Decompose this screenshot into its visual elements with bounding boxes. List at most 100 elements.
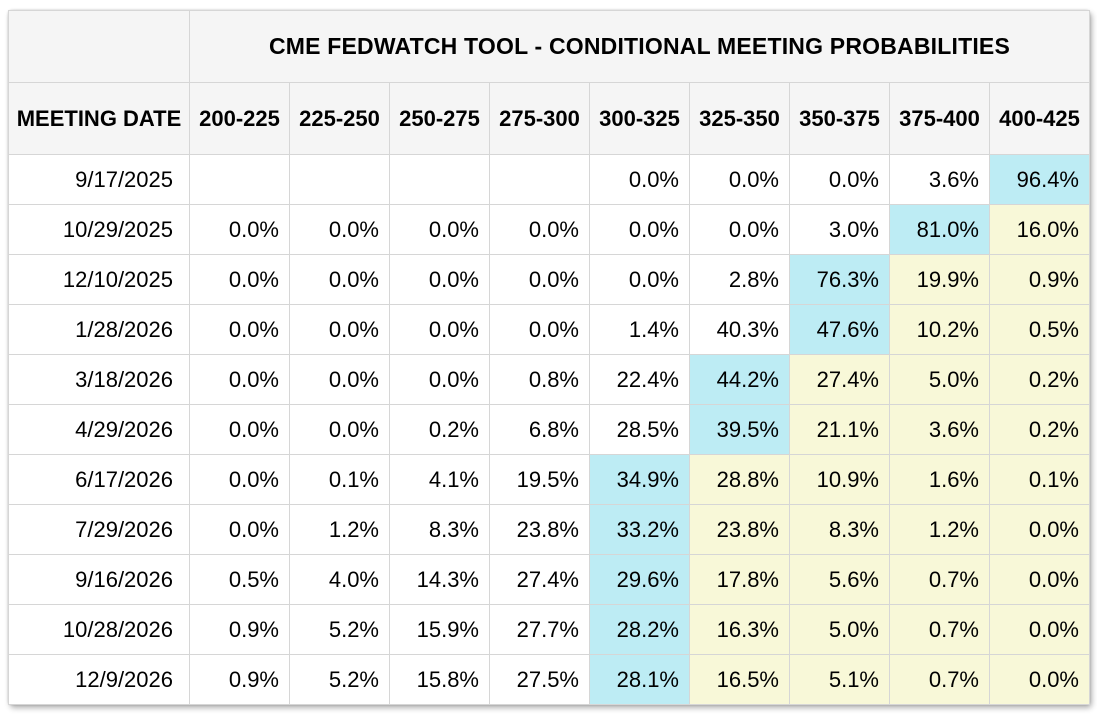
table-row: 10/28/2026 0.9% 5.2% 15.9% 27.7% 28.2% 16.3% 5.… [8, 604, 1090, 655]
probability-cell: 34.9% [589, 454, 690, 505]
table-row: 7/29/2026 0.0% 1.2% 8.3% 23.8% 33.2% 23.8% 8.3%… [8, 504, 1090, 555]
probability-cell: 19.5% [489, 454, 590, 505]
probability-cell [489, 154, 590, 205]
meeting-date-cell: 12/9/2026 [8, 654, 190, 705]
probability-cell: 0.7% [889, 604, 990, 655]
probability-cell: 0.0% [489, 204, 590, 255]
meeting-date-cell: 9/16/2026 [8, 554, 190, 605]
probability-cell: 0.0% [189, 504, 290, 555]
probability-cell: 0.0% [289, 404, 390, 455]
table-row: 4/29/2026 0.0% 0.0% 0.2% 6.8% 28.5% 39.5% 21.1%… [8, 404, 1090, 455]
probability-cell: 0.0% [289, 254, 390, 305]
probability-cell: 28.5% [589, 404, 690, 455]
table-row: 1/28/2026 0.0% 0.0% 0.0% 0.0% 1.4% 40.3% 47.6% 1… [8, 304, 1090, 355]
probability-cell: 3.0% [789, 204, 890, 255]
probability-cell: 0.0% [389, 354, 490, 405]
probability-cell: 0.0% [489, 304, 590, 355]
probability-cell: 28.2% [589, 604, 690, 655]
probability-cell: 22.4% [589, 354, 690, 405]
probability-cell: 0.0% [689, 154, 790, 205]
probability-cell: 0.0% [389, 254, 490, 305]
probability-cell: 0.0% [589, 254, 690, 305]
meeting-date-cell: 6/17/2026 [8, 454, 190, 505]
probability-cell: 17.8% [689, 554, 790, 605]
probability-cell: 0.0% [589, 204, 690, 255]
probability-cell: 0.0% [489, 254, 590, 305]
rate-column-header: 275-300 [489, 82, 590, 155]
probability-cell: 29.6% [589, 554, 690, 605]
probability-cell: 0.2% [989, 354, 1090, 405]
probability-cell: 0.1% [289, 454, 390, 505]
probability-cell: 1.6% [889, 454, 990, 505]
probability-cell: 16.5% [689, 654, 790, 705]
probability-cell: 10.9% [789, 454, 890, 505]
probability-cell: 27.7% [489, 604, 590, 655]
probability-cell: 0.0% [189, 204, 290, 255]
table-row: 3/18/2026 0.0% 0.0% 0.0% 0.8% 22.4% 44.2% 27.4%… [8, 354, 1090, 405]
table-row: 6/17/2026 0.0% 0.1% 4.1% 19.5% 34.9% 28.8% 10.9… [8, 454, 1090, 505]
probability-cell: 1.2% [889, 504, 990, 555]
probability-cell: 3.6% [889, 404, 990, 455]
probability-cell: 0.0% [289, 354, 390, 405]
probability-cell: 5.0% [889, 354, 990, 405]
probability-cell: 0.0% [989, 604, 1090, 655]
probability-cell: 0.0% [989, 504, 1090, 555]
probability-cell: 0.8% [489, 354, 590, 405]
rate-column-header: 325-350 [689, 82, 790, 155]
probability-cell: 27.4% [489, 554, 590, 605]
corner-cell [8, 10, 190, 83]
probability-cell: 0.9% [189, 654, 290, 705]
table-row: 9/16/2026 0.5% 4.0% 14.3% 27.4% 29.6% 17.8% 5.6… [8, 554, 1090, 605]
probability-cell: 4.0% [289, 554, 390, 605]
meeting-date-cell: 4/29/2026 [8, 404, 190, 455]
probability-cell: 15.9% [389, 604, 490, 655]
meeting-date-cell: 1/28/2026 [8, 304, 190, 355]
probability-cell: 4.1% [389, 454, 490, 505]
meeting-date-header: MEETING DATE [8, 82, 190, 155]
probability-cell: 0.5% [989, 304, 1090, 355]
probability-cell: 0.9% [989, 254, 1090, 305]
meeting-date-cell: 3/18/2026 [8, 354, 190, 405]
probability-cell: 14.3% [389, 554, 490, 605]
probability-cell: 0.0% [189, 354, 290, 405]
probability-cell: 0.1% [989, 454, 1090, 505]
probability-cell: 39.5% [689, 404, 790, 455]
probability-cell: 28.8% [689, 454, 790, 505]
probability-cell [189, 154, 290, 205]
probability-cell: 5.1% [789, 654, 890, 705]
probability-cell: 19.9% [889, 254, 990, 305]
table-row: 9/17/2025 0.0% 0.0% 0.0% 3.6% 96.4% [8, 154, 1090, 205]
probability-cell: 81.0% [889, 204, 990, 255]
meeting-date-cell: 10/29/2025 [8, 204, 190, 255]
meeting-date-cell: 12/10/2025 [8, 254, 190, 305]
probability-cell: 28.1% [589, 654, 690, 705]
rate-column-header: 200-225 [189, 82, 290, 155]
probability-cell: 2.8% [689, 254, 790, 305]
rate-column-header: 225-250 [289, 82, 390, 155]
probability-cell: 5.6% [789, 554, 890, 605]
probability-cell: 6.8% [489, 404, 590, 455]
table-row: 10/29/2025 0.0% 0.0% 0.0% 0.0% 0.0% 0.0% 3.0% 81… [8, 204, 1090, 255]
rate-column-header: 300-325 [589, 82, 690, 155]
probability-cell: 0.0% [189, 254, 290, 305]
probability-cell: 40.3% [689, 304, 790, 355]
probability-cell: 10.2% [889, 304, 990, 355]
probability-cell: 16.3% [689, 604, 790, 655]
probability-cell: 0.0% [189, 404, 290, 455]
table-body: 9/17/2025 0.0% 0.0% 0.0% 3.6% 96.4% 10/29/2025… [8, 154, 1090, 705]
probability-cell: 0.7% [889, 654, 990, 705]
probability-cell [289, 154, 390, 205]
probability-cell: 0.2% [389, 404, 490, 455]
column-header-row: MEETING DATE 200-225 225-250 250-275 275… [8, 82, 1090, 155]
title-row: CME FEDWATCH TOOL - CONDITIONAL MEETING … [8, 10, 1090, 83]
probability-cell: 27.5% [489, 654, 590, 705]
probability-cell: 15.8% [389, 654, 490, 705]
probability-cell: 96.4% [989, 154, 1090, 205]
probability-cell: 33.2% [589, 504, 690, 555]
rate-column-header: 375-400 [889, 82, 990, 155]
meeting-date-cell: 9/17/2025 [8, 154, 190, 205]
probability-cell: 5.2% [289, 604, 390, 655]
probability-cell: 76.3% [789, 254, 890, 305]
probability-cell: 44.2% [689, 354, 790, 405]
rate-column-header: 250-275 [389, 82, 490, 155]
